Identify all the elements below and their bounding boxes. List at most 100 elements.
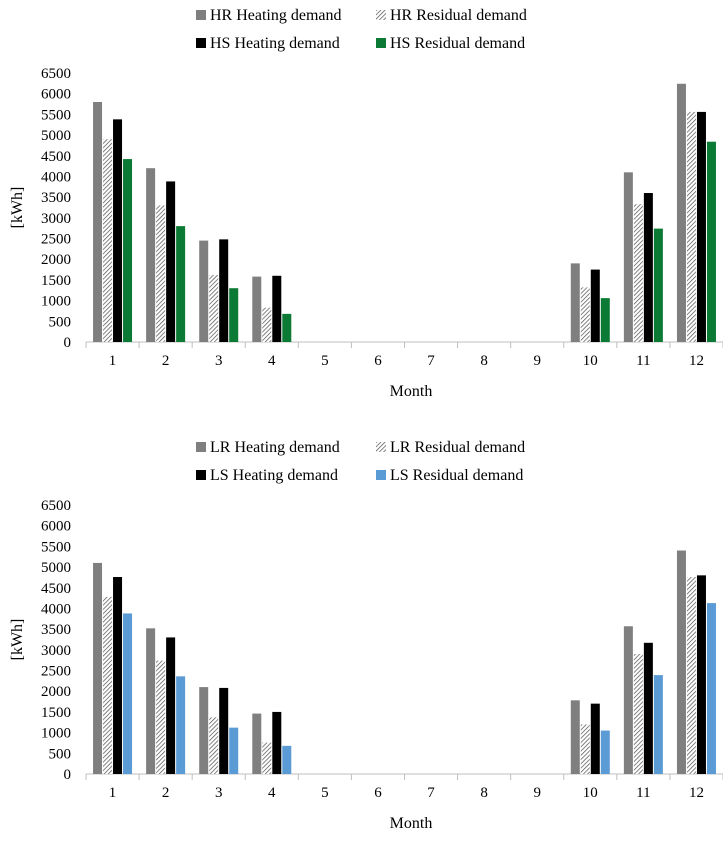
x-tick-label: 3 xyxy=(215,785,223,801)
bar xyxy=(252,713,262,774)
bar xyxy=(123,613,133,774)
legend-label: LS Heating demand xyxy=(210,467,338,484)
legend-swatch xyxy=(196,38,206,48)
x-tick-label: 5 xyxy=(321,785,329,801)
bar xyxy=(209,717,219,774)
y-tick-label: 3000 xyxy=(41,643,71,659)
bar xyxy=(93,101,103,342)
y-tick-label: 5500 xyxy=(41,539,71,555)
x-tick-label: 2 xyxy=(162,785,170,801)
y-tick-label: 6000 xyxy=(41,87,71,103)
y-tick-label: 3500 xyxy=(41,622,71,638)
bar xyxy=(262,742,272,774)
bar xyxy=(686,577,696,774)
x-tick-label: 11 xyxy=(636,353,650,369)
bar xyxy=(272,275,282,342)
y-tick-label: 1500 xyxy=(41,273,71,289)
x-tick-label: 1 xyxy=(109,353,117,369)
legend-item: LS Heating demand xyxy=(196,467,338,484)
legend-item: LR Heating demand xyxy=(196,439,340,456)
chart-lr-ls: 0 500 1000 1500 2000 2500 3000 3500 4000 4500 5000… xyxy=(9,439,723,832)
legend-label: HR Residual demand xyxy=(390,7,527,24)
legend-swatch xyxy=(196,10,206,20)
bar xyxy=(262,307,272,342)
bar xyxy=(570,700,580,774)
legend-item: HS Residual demand xyxy=(376,35,525,52)
bar xyxy=(676,550,686,774)
bar xyxy=(156,660,166,774)
x-tick-label: 8 xyxy=(480,785,488,801)
bar xyxy=(643,193,653,342)
y-axis-label: [kWh] xyxy=(9,619,26,661)
bar xyxy=(570,263,580,342)
bar xyxy=(199,240,209,342)
bar xyxy=(199,687,209,774)
bar xyxy=(282,313,292,342)
y-tick-label: 2500 xyxy=(41,664,71,680)
y-tick-label: 1500 xyxy=(41,705,71,721)
x-axis-label: Month xyxy=(390,815,433,832)
y-tick-label: 4000 xyxy=(41,169,71,185)
bar xyxy=(103,139,113,342)
y-tick-label: 6500 xyxy=(41,498,71,514)
bar xyxy=(686,111,696,342)
x-tick-label: 2 xyxy=(162,353,170,369)
x-tick-label: 11 xyxy=(636,785,650,801)
bar xyxy=(623,626,633,774)
y-tick-label: 4500 xyxy=(41,581,71,597)
legend-label: HS Residual demand xyxy=(390,35,525,52)
bar xyxy=(643,642,653,774)
bar xyxy=(229,727,239,774)
y-tick-label: 2000 xyxy=(41,684,71,700)
bar xyxy=(123,159,133,342)
legend-item: HS Heating demand xyxy=(196,35,340,52)
bar xyxy=(696,575,706,774)
bar xyxy=(282,745,292,774)
bar xyxy=(113,119,123,342)
y-tick-label: 5000 xyxy=(41,128,71,144)
x-tick-label: 1 xyxy=(109,785,117,801)
x-tick-label: 7 xyxy=(427,785,435,801)
x-tick-label: 10 xyxy=(583,353,598,369)
y-tick-label: 2000 xyxy=(41,252,71,268)
legend-swatch xyxy=(376,442,386,452)
bar xyxy=(600,730,610,774)
legend-item: HR Heating demand xyxy=(196,7,342,24)
bar xyxy=(676,83,686,342)
bar xyxy=(146,168,156,342)
y-axis-label: [kWh] xyxy=(9,187,26,229)
y-tick-label: 6000 xyxy=(41,519,71,535)
legend-item: LS Residual demand xyxy=(376,467,523,484)
bar xyxy=(156,205,166,342)
bar xyxy=(166,637,176,774)
y-tick-label: 500 xyxy=(49,746,72,762)
x-tick-label: 8 xyxy=(480,353,488,369)
bar xyxy=(229,288,239,342)
x-tick-label: 10 xyxy=(583,785,598,801)
bar xyxy=(696,111,706,342)
y-tick-label: 6500 xyxy=(41,66,71,82)
x-tick-label: 6 xyxy=(374,353,382,369)
legend-label: LS Residual demand xyxy=(390,467,523,484)
bar xyxy=(653,675,663,774)
bar xyxy=(633,653,643,774)
legend-label: HR Heating demand xyxy=(210,7,342,24)
bar xyxy=(706,603,716,774)
x-tick-label: 12 xyxy=(689,785,704,801)
bar xyxy=(580,287,590,342)
bar xyxy=(600,298,610,342)
bar xyxy=(590,269,600,342)
bar xyxy=(706,141,716,342)
bar xyxy=(219,239,229,342)
legend-label: LR Heating demand xyxy=(210,439,340,456)
y-tick-label: 2500 xyxy=(41,232,71,248)
bar xyxy=(113,577,123,774)
y-tick-label: 500 xyxy=(49,314,72,330)
bar xyxy=(176,676,186,774)
bar xyxy=(272,711,282,774)
bar xyxy=(93,562,103,774)
x-tick-label: 5 xyxy=(321,353,329,369)
x-tick-label: 3 xyxy=(215,353,223,369)
x-tick-label: 12 xyxy=(689,353,704,369)
